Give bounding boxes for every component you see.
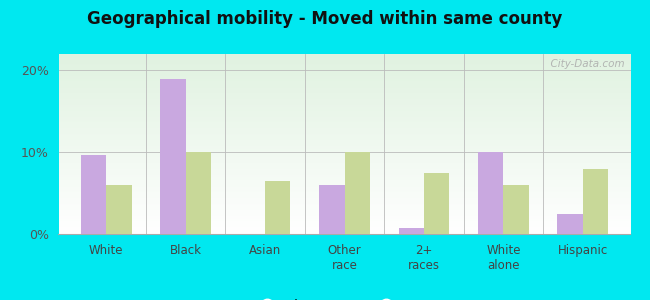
Bar bbox=[106, 185, 131, 234]
Bar bbox=[344, 152, 370, 234]
Bar bbox=[81, 154, 106, 234]
Text: City-Data.com: City-Data.com bbox=[544, 59, 625, 69]
Bar bbox=[398, 228, 424, 234]
Bar bbox=[583, 169, 608, 234]
Bar bbox=[503, 185, 529, 234]
Bar bbox=[478, 152, 503, 234]
Bar bbox=[186, 152, 211, 234]
Bar bbox=[160, 79, 186, 234]
Bar bbox=[319, 185, 344, 234]
Legend: Algona, IA, Iowa: Algona, IA, Iowa bbox=[248, 294, 441, 300]
Bar bbox=[558, 214, 583, 234]
Bar bbox=[265, 181, 291, 234]
Bar bbox=[424, 172, 449, 234]
Text: Geographical mobility - Moved within same county: Geographical mobility - Moved within sam… bbox=[87, 11, 563, 28]
